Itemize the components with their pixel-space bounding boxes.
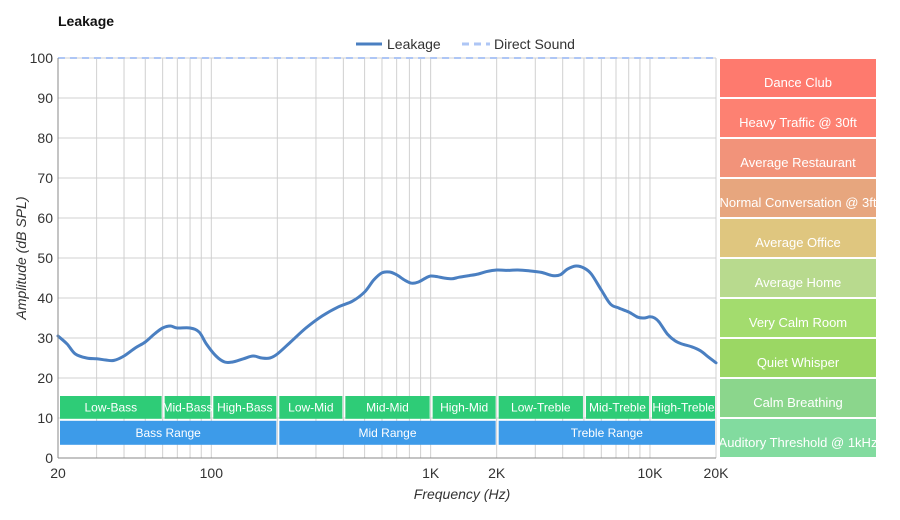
band-mid-mid [345, 396, 430, 419]
band-low-mid [279, 396, 343, 419]
y-tick-label: 60 [37, 210, 53, 226]
band-label-low-treble: Low-Treble [511, 400, 571, 414]
x-tick-label: 2K [488, 465, 506, 481]
y-tick-label: 80 [37, 130, 53, 146]
reference-level-label: Normal Conversation @ 3ft [720, 195, 877, 210]
band-label-high-bass: High-Bass [217, 400, 272, 414]
reference-level-calm-breathing [720, 379, 876, 417]
legend-label-leakage: Leakage [387, 36, 441, 52]
y-tick-label: 10 [37, 410, 53, 426]
chart-title: Leakage [58, 13, 114, 29]
reference-level-label: Dance Club [764, 75, 832, 90]
band-high-mid [432, 396, 496, 419]
y-tick-label: 90 [37, 90, 53, 106]
axes: 0 10 20 30 40 50 60 70 80 90 100 20 100 1K 2K 10K 20K [30, 50, 729, 481]
x-tick-label: 100 [200, 465, 224, 481]
reference-level-dance-club [720, 59, 876, 97]
y-tick-label: 100 [30, 50, 54, 66]
reference-level-average-office [720, 219, 876, 257]
band-label-mid-mid: Mid-Mid [366, 400, 409, 414]
band-label-high-treble: High-Treble [652, 400, 715, 414]
band-label-low-mid: Low-Mid [288, 400, 333, 414]
reference-level-average-home [720, 259, 876, 297]
range-label-bass-range: Bass Range [135, 426, 201, 440]
x-tick-label: 20 [50, 465, 66, 481]
reference-level-average-restaurant [720, 139, 876, 177]
reference-level-label: Auditory Threshold @ 1kHz [719, 435, 878, 450]
band-label-mid-treble: Mid-Treble [589, 400, 646, 414]
range-bass-range [60, 420, 277, 445]
y-tick-label: 70 [37, 170, 53, 186]
band-label-high-mid: High-Mid [440, 400, 488, 414]
reference-level-auditory-threshold-1khz [720, 419, 876, 457]
reference-level-panel: Dance Club Heavy Traffic @ 30ft Average Re… [719, 59, 878, 457]
reference-level-heavy-traffic-30ft [720, 99, 876, 137]
plot-series [56, 56, 718, 365]
frequency-band-strip: Low-Bass Mid-Bass High-Bass Low-Mid Mid-Mid H… [60, 396, 715, 445]
range-label-treble-range: Treble Range [571, 426, 644, 440]
range-treble-range [498, 420, 715, 445]
band-mid-treble [585, 396, 649, 419]
x-tick-label: 1K [422, 465, 440, 481]
reference-level-label: Heavy Traffic @ 30ft [739, 115, 857, 130]
band-high-bass [213, 396, 277, 419]
reference-level-label: Quiet Whisper [757, 355, 840, 370]
band-label-mid-bass: Mid-Bass [162, 400, 212, 414]
band-low-bass [60, 396, 162, 419]
y-tick-label: 40 [37, 290, 53, 306]
reference-level-label: Calm Breathing [753, 395, 843, 410]
y-tick-label: 30 [37, 330, 53, 346]
band-high-treble [651, 396, 715, 419]
y-tick-label: 20 [37, 370, 53, 386]
y-tick-label: 0 [45, 450, 53, 466]
range-mid-range [279, 420, 496, 445]
band-low-treble [498, 396, 583, 419]
reference-level-quiet-whisper [720, 339, 876, 377]
x-axis-label: Frequency (Hz) [414, 486, 510, 502]
reference-level-normal-conversation-3ft [720, 179, 876, 217]
y-axis-label: Amplitude (dB SPL) [13, 197, 29, 321]
x-tick-label: 10K [638, 465, 664, 481]
x-tick-label: 20K [704, 465, 730, 481]
reference-level-label: Very Calm Room [749, 315, 847, 330]
reference-level-label: Average Office [755, 235, 841, 250]
reference-level-label: Average Restaurant [740, 155, 856, 170]
reference-level-very-calm-room [720, 299, 876, 337]
range-label-mid-range: Mid Range [358, 426, 416, 440]
band-label-low-bass: Low-Bass [84, 400, 137, 414]
band-mid-bass [164, 396, 211, 419]
y-tick-label: 50 [37, 250, 53, 266]
legend-label-direct-sound: Direct Sound [494, 36, 575, 52]
series-line-leakage [56, 264, 718, 365]
legend: Leakage Direct Sound [356, 36, 575, 52]
reference-level-label: Average Home [755, 275, 841, 290]
